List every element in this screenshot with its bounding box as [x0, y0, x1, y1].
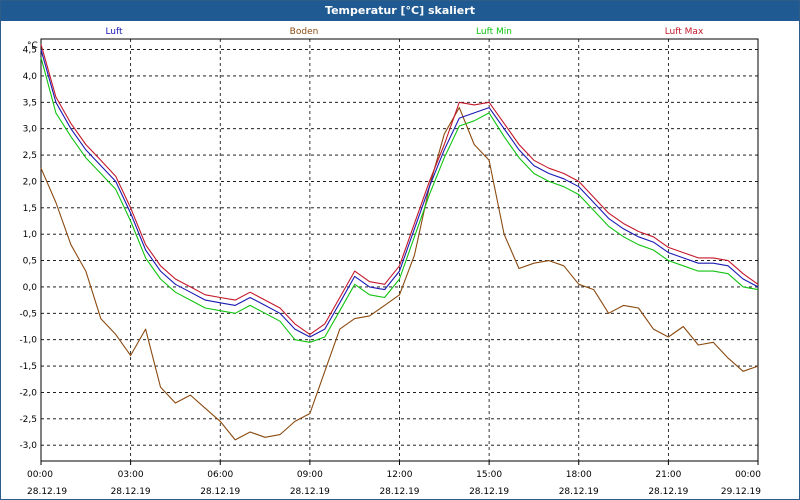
- chart-title: Temperatur [°C] skaliert: [1, 1, 799, 21]
- y-tick-label: 2,0: [23, 177, 38, 187]
- series-line-luft-max: [40, 44, 759, 335]
- x-tick-time: 09:00: [297, 470, 323, 480]
- x-tick-date: 28.12.19: [111, 487, 151, 497]
- series-line-luft: [40, 49, 759, 338]
- legend-boden: Boden: [290, 27, 319, 37]
- y-tick-label: 0,5: [23, 257, 37, 267]
- y-tick-label: 1,5: [23, 204, 37, 214]
- x-tick-time: 21:00: [655, 470, 681, 480]
- y-tick-label: -3,0: [19, 441, 37, 451]
- x-tick-date: 28.12.19: [648, 487, 688, 497]
- x-tick-date: 28.12.19: [200, 487, 240, 497]
- x-tick-date: 28.12.19: [469, 487, 509, 497]
- x-tick-time: 15:00: [476, 470, 502, 480]
- series-line-boden: [40, 107, 759, 441]
- y-tick-label: 3,5: [23, 98, 37, 108]
- x-tick-time: 00:00: [27, 470, 53, 480]
- x-tick-date: 28.12.19: [379, 487, 419, 497]
- y-tick-label: -0,5: [19, 309, 37, 319]
- x-tick-date: 28.12.19: [290, 487, 330, 497]
- y-tick-label: 2,5: [23, 151, 37, 161]
- x-tick-time: 18:00: [566, 470, 592, 480]
- y-axis-label: °C: [27, 41, 38, 51]
- legend-luft: Luft: [105, 27, 123, 37]
- x-tick-date: 28.12.19: [27, 487, 67, 497]
- y-tick-label: -1,5: [19, 362, 37, 372]
- x-tick-time: 12:00: [387, 470, 413, 480]
- y-tick-label: 3,0: [23, 125, 38, 135]
- series-lines: [40, 44, 759, 441]
- legend: Luft Boden Luft Min Luft Max: [105, 27, 704, 37]
- x-tick-date: 28.12.19: [559, 487, 599, 497]
- y-tick-label: 4,0: [23, 72, 38, 82]
- y-tick-label: -2,5: [19, 415, 37, 425]
- x-axis: 00:00 28.12.19 03:00 28.12.19 06:00 28.12.19 0…: [27, 461, 761, 497]
- x-tick-time: 03:00: [118, 470, 144, 480]
- x-tick-time: 06:00: [207, 470, 233, 480]
- y-tick-label: 0,0: [23, 283, 38, 293]
- y-axis: 4,5 4,0 3,5 3,0 2,5 2,0 1,5 1,0 0,5 0,0 -0,5 -1,0 -1…: [19, 46, 37, 452]
- y-tick-label: -2,0: [19, 388, 37, 398]
- y-tick-label: 4,5: [23, 46, 37, 56]
- x-tick-time: 00:00: [735, 470, 761, 480]
- y-tick-label: 1,0: [23, 230, 38, 240]
- grid: [40, 38, 759, 462]
- series-line-luft-min: [40, 57, 759, 343]
- legend-luft-max: Luft Max: [665, 27, 704, 37]
- x-tick-date: 29.12.19: [721, 487, 761, 497]
- legend-luft-min: Luft Min: [476, 27, 512, 37]
- y-tick-label: -1,0: [19, 336, 37, 346]
